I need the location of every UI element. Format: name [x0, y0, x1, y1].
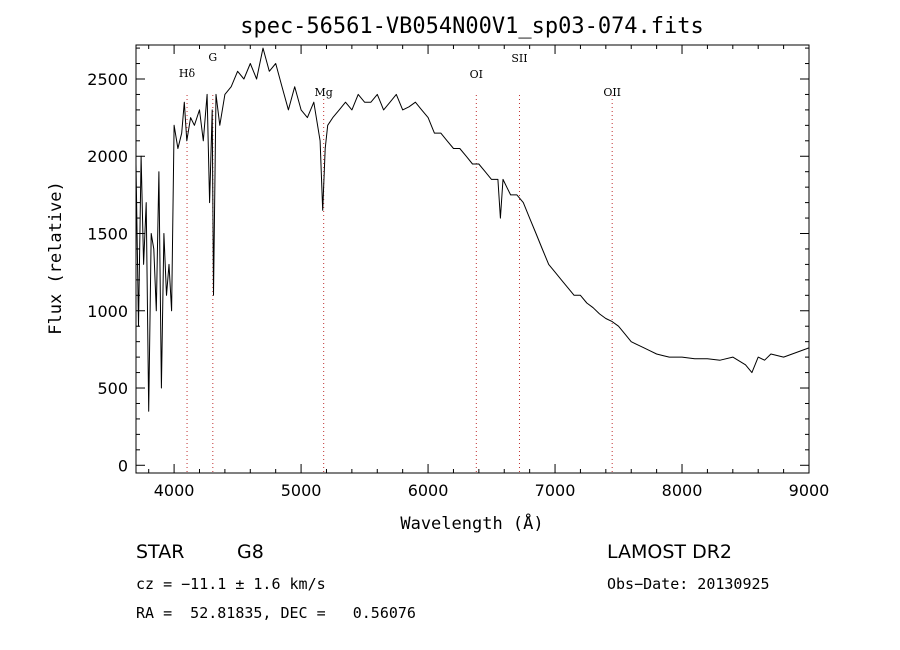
plot-border — [135, 44, 810, 474]
reference-line-label: OII — [603, 86, 621, 99]
y-tick-label: 0 — [118, 456, 128, 475]
redshift-velocity: cz = −11.1 ± 1.6 km/s — [136, 575, 326, 593]
x-tick-label: 4000 — [154, 481, 195, 500]
reference-line-label: OI — [470, 68, 483, 81]
x-axis-label: Wavelength (Å) — [400, 512, 543, 534]
y-tick-label: 1500 — [87, 225, 128, 244]
y-tick-label: 2500 — [87, 70, 128, 89]
chart-title: spec-56561-VB054N00V1_sp03-074.fits — [240, 14, 704, 39]
object-class: STAR — [136, 541, 185, 563]
reference-line-label: Mg — [315, 86, 333, 99]
axis-ticks: 4000 5000 6000 7000 8000 9000 0 500 1000 1500 2000… — [87, 45, 829, 500]
spectrum-line — [136, 47, 809, 412]
x-tick-label: 9000 — [789, 481, 830, 500]
reference-line-label: SII — [511, 52, 527, 65]
reference-lines: Hδ G Mg OI SII OII — [179, 51, 621, 473]
plot-frame — [135, 44, 810, 474]
y-tick-label: 500 — [97, 379, 128, 398]
x-tick-label: 7000 — [535, 481, 576, 500]
reference-line-label: G — [208, 51, 217, 64]
reference-line-label: Hδ — [179, 67, 196, 80]
object-subclass: G8 — [237, 541, 264, 563]
x-tick-label: 5000 — [281, 481, 322, 500]
x-tick-label: 6000 — [408, 481, 449, 500]
observation-date: Obs−Date: 20130925 — [607, 575, 770, 593]
x-tick-label: 8000 — [662, 481, 703, 500]
coordinates: RA = 52.81835, DEC = 0.56076 — [136, 604, 416, 622]
y-tick-label: 1000 — [87, 302, 128, 321]
series-layer — [136, 47, 809, 412]
survey-name: LAMOST DR2 — [607, 541, 732, 563]
y-axis-label: Flux (relative) — [46, 181, 66, 335]
y-tick-label: 2000 — [87, 147, 128, 166]
